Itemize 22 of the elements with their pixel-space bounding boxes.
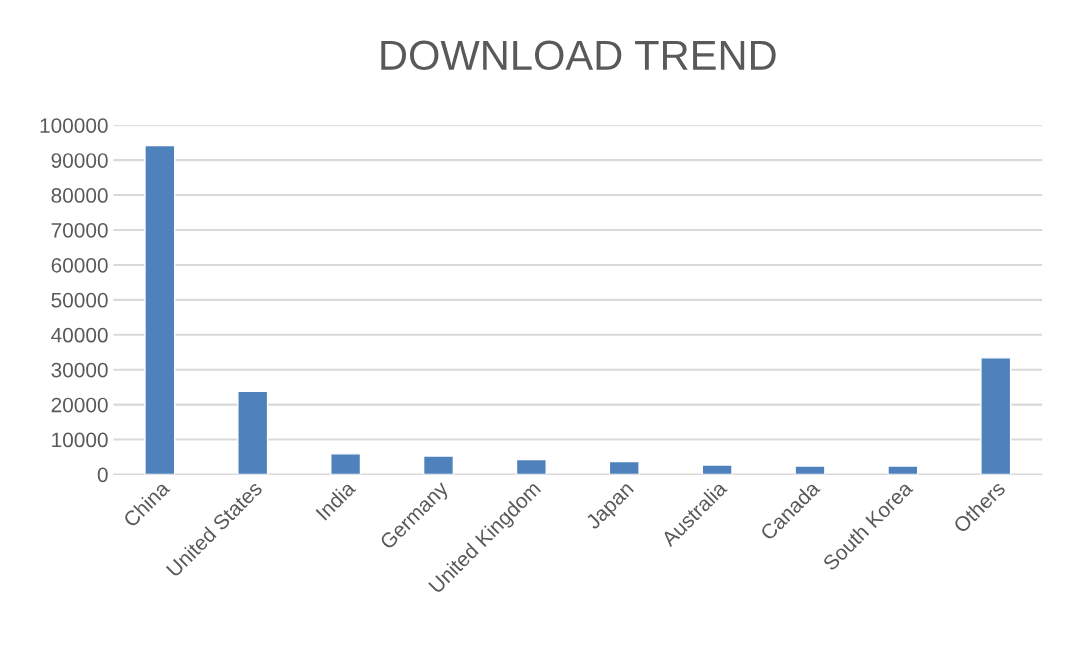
y-tick-label: 30000 [51, 362, 108, 378]
y-tick-label: 10000 [52, 432, 108, 448]
bar [608, 460, 640, 475]
chart-title: DOWNLOAD TREND [381, 40, 776, 71]
bar [794, 465, 826, 475]
y-tick-label: 80000 [51, 188, 108, 203]
y-tick-label: 100000 [40, 118, 108, 133]
bar [144, 144, 176, 475]
y-tick-label: 0 [97, 467, 108, 483]
y-tick-label: 70000 [51, 222, 108, 238]
y-tick-label: 90000 [51, 153, 108, 168]
bar [515, 458, 547, 475]
bar [330, 453, 362, 475]
bar [422, 455, 455, 475]
y-tick-label: 40000 [51, 327, 108, 343]
y-tick-label: 20000 [51, 397, 108, 413]
bar [887, 465, 919, 475]
bar [237, 390, 269, 475]
y-tick-label: 50000 [51, 292, 108, 308]
y-tick-label: 60000 [51, 257, 108, 273]
bar [701, 464, 733, 475]
bar [980, 357, 1012, 475]
